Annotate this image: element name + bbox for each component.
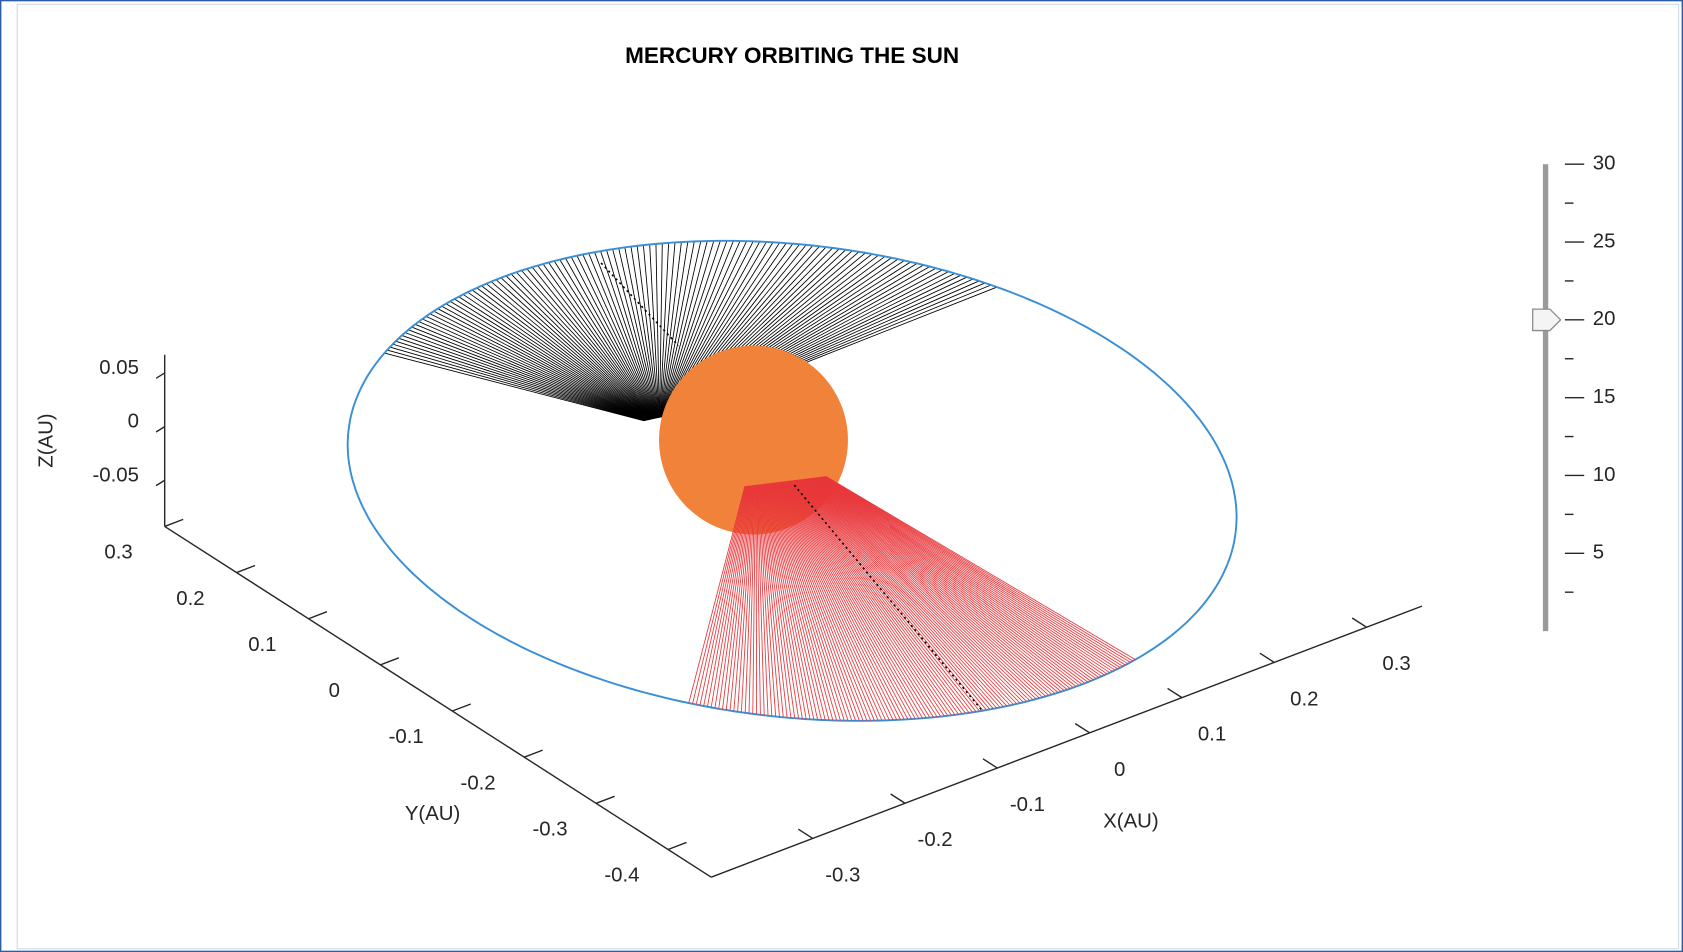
y-tick-label: -0.2 [461, 772, 496, 794]
y-tick-label: 0.2 [176, 588, 204, 610]
figure-window: MERCURY ORBITING THE SUN -0.3 -0.2 -0.1 0 0.… [0, 0, 1683, 952]
z-tick-label: 0.05 [99, 357, 139, 379]
x-tick-label: 0 [1114, 759, 1125, 781]
slider-tick-label: 5 [1593, 542, 1604, 564]
slider-tick-label: 20 [1593, 308, 1616, 330]
slider-tick-label: 15 [1593, 386, 1616, 408]
z-axis-label: Z(AU) [36, 413, 58, 467]
y-axis-label: Y(AU) [405, 803, 460, 825]
plot-panel [17, 4, 1678, 948]
x-tick-label: -0.2 [918, 829, 953, 851]
y-tick-label: 0.1 [248, 634, 276, 656]
x-tick-label: 0.2 [1290, 688, 1318, 710]
x-tick-label: 0.1 [1198, 724, 1226, 746]
slider-tick-label: 30 [1593, 153, 1616, 175]
z-tick-label: 0 [128, 411, 139, 433]
chart-title: MERCURY ORBITING THE SUN [625, 43, 959, 68]
z-tick-label: -0.05 [92, 464, 138, 486]
slider-tick-label: 10 [1593, 464, 1616, 486]
x-tick-label: -0.3 [825, 864, 860, 886]
x-tick-label: -0.1 [1010, 794, 1045, 816]
x-tick-label: 0.3 [1382, 653, 1410, 675]
x-axis-label: X(AU) [1103, 811, 1158, 833]
y-tick-label: -0.4 [604, 865, 639, 887]
slider-tick-label: 25 [1593, 230, 1616, 252]
y-tick-label: -0.3 [532, 819, 567, 841]
y-tick-label: -0.1 [389, 726, 424, 748]
y-tick-label: 0 [329, 680, 340, 702]
y-tick-label: 0.3 [104, 542, 132, 564]
